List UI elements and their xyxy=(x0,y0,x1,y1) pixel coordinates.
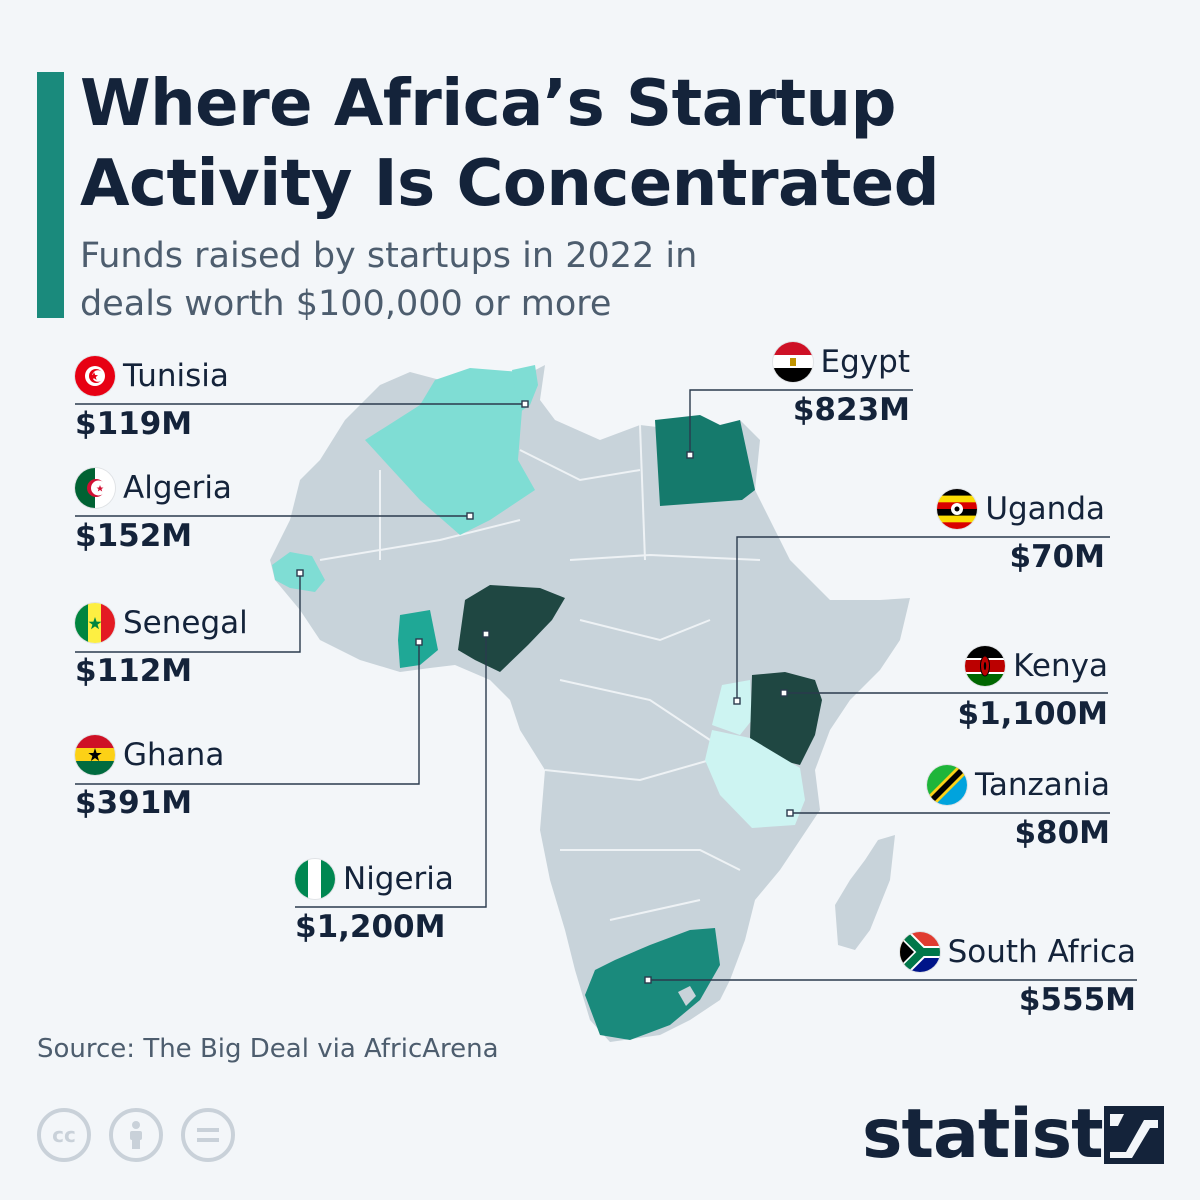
country-value: $70M xyxy=(1009,539,1105,575)
attribution-icon[interactable] xyxy=(109,1108,163,1162)
uganda-flag-icon xyxy=(937,489,978,529)
country-value: $152M xyxy=(75,518,193,554)
country-kenya xyxy=(750,672,822,765)
country-name: Uganda xyxy=(985,491,1105,527)
country-value: $80M xyxy=(1014,815,1110,851)
senegal-flag-icon xyxy=(75,603,115,643)
algeria-flag-icon xyxy=(75,468,115,508)
no-derivatives-icon[interactable] xyxy=(181,1108,235,1162)
callout-algeria: Algeria $152M xyxy=(75,468,232,554)
person-icon xyxy=(130,1121,142,1149)
country-value: $112M xyxy=(75,653,193,689)
country-south-africa xyxy=(585,928,720,1040)
country-value: $391M xyxy=(75,785,193,821)
equals-icon xyxy=(197,1128,219,1142)
callout-nigeria: Nigeria $1,200M xyxy=(295,859,454,945)
page-title: Where Africa’s Startup Activity Is Conce… xyxy=(80,67,940,221)
country-algeria xyxy=(365,368,535,535)
statista-logo-icon[interactable] xyxy=(1104,1106,1164,1164)
country-tanzania xyxy=(705,730,805,828)
callout-uganda: Uganda $70M xyxy=(937,489,1105,575)
kenya-flag-icon xyxy=(965,646,1006,686)
connector-markers xyxy=(296,400,794,984)
south-africa-flag-icon xyxy=(899,932,940,972)
country-name: Egypt xyxy=(820,344,910,380)
callout-south-africa: South Africa $555M xyxy=(899,932,1136,1018)
cc-icon[interactable]: cc xyxy=(37,1108,91,1162)
callout-tanzania: Tanzania $80M xyxy=(927,765,1110,851)
callout-senegal: Senegal $112M xyxy=(75,603,248,689)
connector-lines xyxy=(75,389,1137,981)
country-name: Nigeria xyxy=(343,861,454,897)
country-value: $555M xyxy=(1018,982,1136,1018)
callout-egypt: Egypt $823M xyxy=(772,342,910,428)
country-uganda xyxy=(712,680,752,735)
tunisia-flag-icon xyxy=(75,356,115,396)
country-name: Ghana xyxy=(123,737,225,773)
callout-kenya: Kenya $1,100M xyxy=(958,646,1108,732)
country-value: $823M xyxy=(792,392,910,428)
country-name: Senegal xyxy=(123,605,248,641)
africa-landmass xyxy=(270,365,910,1042)
country-borders xyxy=(319,424,761,921)
callout-tunisia: Tunisia $119M xyxy=(75,356,229,442)
country-nigeria xyxy=(458,585,565,672)
accent-bar xyxy=(37,72,64,318)
country-name: Kenya xyxy=(1013,648,1108,684)
country-value: $1,100M xyxy=(957,696,1108,732)
lesotho xyxy=(678,986,696,1006)
statista-logo-text[interactable]: statista xyxy=(862,1095,1149,1174)
source-note: Source: The Big Deal via AfricArena xyxy=(37,1034,499,1064)
page-subtitle: Funds raised by startups in 2022 in deal… xyxy=(80,236,698,324)
cc-label: cc xyxy=(52,1123,76,1147)
country-tunisia xyxy=(512,365,538,412)
country-name: Algeria xyxy=(123,470,232,506)
country-name: Tunisia xyxy=(123,358,229,394)
ghana-flag-icon xyxy=(75,735,115,775)
egypt-flag-icon xyxy=(772,342,813,382)
country-value: $1,200M xyxy=(295,909,446,945)
country-egypt xyxy=(655,415,755,506)
country-value: $119M xyxy=(75,406,193,442)
callout-ghana: Ghana $391M xyxy=(75,735,224,821)
madagascar xyxy=(835,835,895,950)
tanzania-flag-icon xyxy=(927,765,968,805)
country-name: Tanzania xyxy=(975,767,1110,803)
country-name: South Africa xyxy=(947,934,1136,970)
nigeria-flag-icon xyxy=(295,859,335,899)
